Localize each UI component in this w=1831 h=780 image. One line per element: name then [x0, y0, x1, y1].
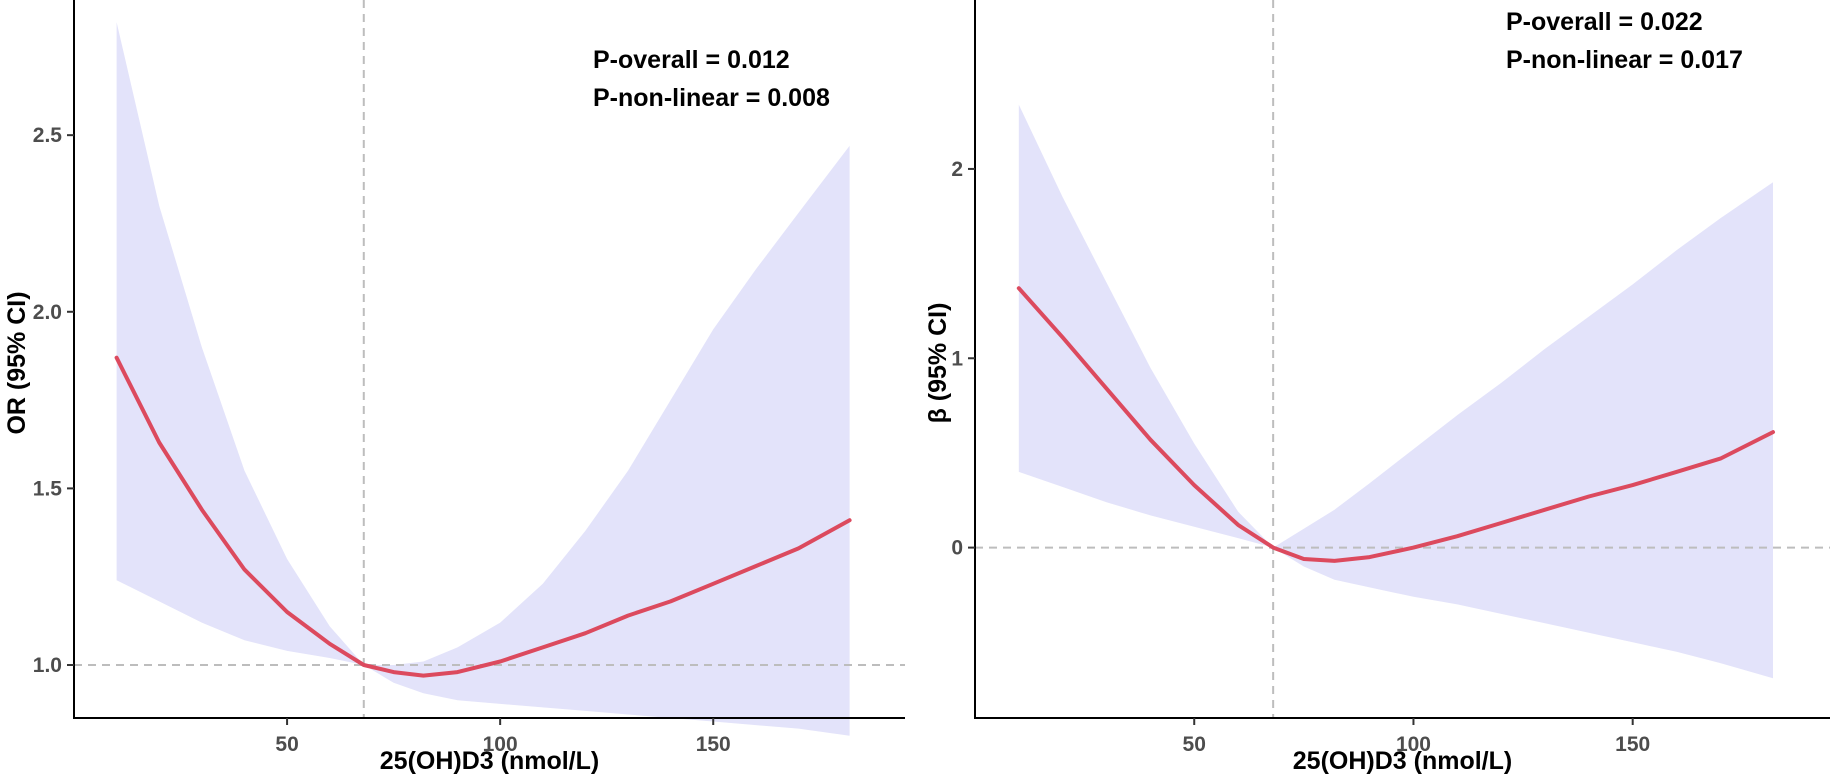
estimate-line — [1016, 286, 1775, 563]
y-axis-title: OR (95% CI) — [3, 291, 31, 434]
y-axis-title: β (95% CI) — [924, 303, 952, 424]
x-tick-label: 150 — [696, 733, 731, 756]
y-tick-label: 2.5 — [33, 124, 63, 147]
y-tick-label: 1.5 — [33, 477, 63, 500]
x-tick-label: 100 — [483, 733, 518, 756]
estimate-line — [114, 355, 852, 678]
x-axis-title: 25(OH)D3 (nmol/L) — [380, 747, 599, 775]
p-non-linear-label: P-non-linear = 0.017 — [1506, 46, 1743, 74]
right-panel-beta-chart: 50 100 150 0 1 2 25(OH)D3 (nmol/L) β (95% CI) P-… — [924, 0, 1830, 775]
x-tick-label: 50 — [1183, 733, 1206, 756]
p-overall-label: P-overall = 0.012 — [593, 46, 790, 74]
left-panel-or-chart: 50 100 150 1.0 1.5 2.0 2.5 25(OH)D3 (nmol/L) OR … — [3, 0, 905, 775]
y-tick-label: 2.0 — [33, 301, 62, 324]
y-tick-label: 2 — [951, 158, 963, 181]
x-axis-title: 25(OH)D3 (nmol/L) — [1293, 747, 1512, 775]
confidence-band — [1018, 104, 1773, 679]
y-tick-label: 1 — [951, 347, 963, 370]
p-overall-label: P-overall = 0.022 — [1506, 8, 1703, 36]
confidence-band — [116, 22, 850, 736]
x-tick-label: 50 — [275, 733, 298, 756]
x-tick-label: 100 — [1396, 733, 1431, 756]
p-non-linear-label: P-non-linear = 0.008 — [593, 84, 830, 112]
x-tick-label: 150 — [1615, 733, 1650, 756]
y-tick-label: 1.0 — [33, 654, 62, 677]
y-tick-label: 0 — [951, 537, 963, 560]
